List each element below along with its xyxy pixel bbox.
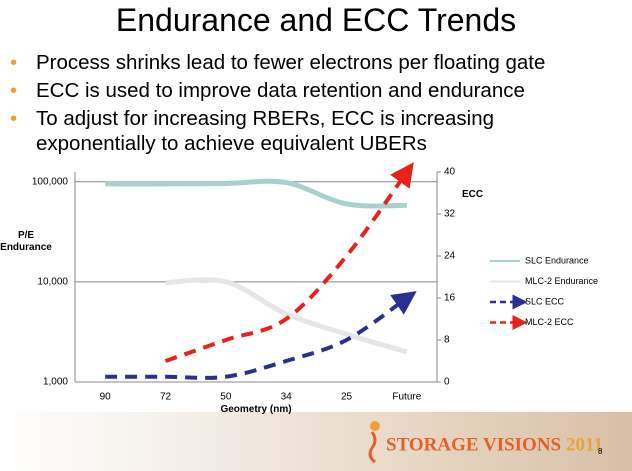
logo-dot xyxy=(370,421,380,431)
footer-band xyxy=(0,412,632,471)
legend-label: SLC Endurance xyxy=(525,255,589,265)
x-tick-label: 72 xyxy=(160,392,172,403)
series-line xyxy=(165,277,408,355)
y2-tick-label: 24 xyxy=(444,251,456,262)
footer-year: 2011 xyxy=(566,434,603,455)
legend-label: MLC-2 ECC xyxy=(525,317,574,327)
y2-tick-label: 0 xyxy=(444,377,450,388)
series-line xyxy=(105,178,407,209)
x-tick-label: 90 xyxy=(100,392,112,403)
bullet: ECC is used to improve data retention an… xyxy=(10,78,556,103)
x-tick-label: 25 xyxy=(341,392,353,403)
y2-tick-label: 8 xyxy=(444,335,450,346)
bullet: To adjust for increasing RBERs, ECC is i… xyxy=(10,106,556,156)
legend-label: SLC ECC xyxy=(525,296,565,306)
x-tick-label: 34 xyxy=(281,392,293,403)
slide-title: Endurance and ECC Trends xyxy=(115,2,517,38)
y2-axis-label: ECC xyxy=(462,189,484,200)
y-tick-label: 100,000 xyxy=(32,176,69,187)
x-axis-label: Geometry (nm) xyxy=(220,404,292,415)
y-tick-label: 1,000 xyxy=(43,377,68,388)
x-tick-label: 50 xyxy=(220,392,232,403)
x-tick-label: Future xyxy=(392,392,421,403)
y2-tick-label: 16 xyxy=(444,293,456,304)
y2-tick-label: 40 xyxy=(444,167,456,178)
footer-brand: STORAGE VISIONS xyxy=(386,434,561,455)
y2-tick-label: 32 xyxy=(444,209,456,220)
bullet: Process shrinks lead to fewer electrons … xyxy=(10,50,556,75)
legend-label: MLC-2 Endurance xyxy=(525,276,598,286)
logo-figure xyxy=(368,431,377,464)
series-line xyxy=(164,162,414,363)
y-axis-label: P/E Endurance xyxy=(0,230,52,253)
y-tick-label: 10,000 xyxy=(37,276,68,287)
page-number: 8 xyxy=(598,447,603,456)
